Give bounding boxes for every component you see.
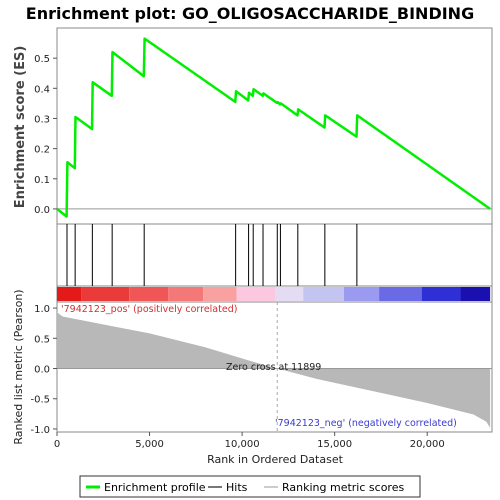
metric-layer xyxy=(57,302,492,432)
es-y-tick-label: 0.3 xyxy=(34,114,50,125)
es-layer xyxy=(56,37,492,218)
colorbar-segment xyxy=(343,287,380,301)
colorbar-segment xyxy=(203,287,237,301)
es-y-tick-label: 0.4 xyxy=(34,84,50,95)
colorbar-segment xyxy=(168,287,204,301)
colorbar-segment xyxy=(421,287,461,301)
metric-y-tick-label: -1.0 xyxy=(30,425,50,436)
metric-y-tick-label: 0.5 xyxy=(34,334,50,345)
colorbar-segment xyxy=(379,287,422,301)
colorbar-segment xyxy=(303,287,344,301)
hits-panel xyxy=(56,223,493,287)
chart-title: Enrichment plot: GO_OLIGOSACCHARIDE_BIND… xyxy=(26,4,474,23)
es-panel xyxy=(56,27,493,225)
colorbar-segment xyxy=(81,287,130,301)
x-tick-label: 15,000 xyxy=(317,439,352,450)
metric-y-tick-label: 1.0 xyxy=(34,304,50,315)
legend-box xyxy=(79,475,421,498)
x-tick-label: 10,000 xyxy=(225,439,260,450)
legend-profile-label: Enrichment profile xyxy=(104,481,206,494)
es-y-tick-label: 0.5 xyxy=(34,54,50,65)
metric-y-tick-label: 0.0 xyxy=(34,365,50,376)
x-tick-label: 0 xyxy=(54,439,60,450)
es-y-tick-label: 0.0 xyxy=(34,205,50,216)
zero-cross-label: Zero cross at 11899 xyxy=(226,362,321,373)
hits-layer xyxy=(66,224,358,286)
metric-y-axis-label: Ranked list metric (Pearson) xyxy=(12,289,25,444)
colorbar-segment xyxy=(129,287,169,301)
axes-layer: 0.0 0.1 0.2 0.3 0.4 0.5 1.0 0.5 0.0 -0.5 -1.0 0 5,00… xyxy=(30,54,444,450)
colorbar-segment xyxy=(275,287,304,301)
enrichment-profile-line xyxy=(56,37,491,218)
legend: Enrichment profile Hits Ranking metric s… xyxy=(79,475,421,498)
colorbar-segment xyxy=(57,287,82,301)
legend-metric-label: Ranking metric scores xyxy=(282,481,404,494)
x-tick-label: 5,000 xyxy=(135,439,164,450)
negative-correlation-label: '7942123_neg' (negatively correlated) xyxy=(275,418,457,429)
es-y-tick-label: 0.1 xyxy=(34,175,50,186)
es-y-axis-label: Enrichment score (ES) xyxy=(13,46,28,209)
legend-hits-label: Hits xyxy=(226,481,248,494)
positive-correlation-label: '7942123_pos' (positively correlated) xyxy=(61,304,237,315)
metric-y-tick-label: -0.5 xyxy=(30,395,50,406)
colorbar-segment xyxy=(460,287,491,301)
es-y-tick-label: 0.2 xyxy=(34,145,50,156)
colorbar-layer xyxy=(57,287,491,301)
x-axis-label: Rank in Ordered Dataset xyxy=(207,453,344,466)
x-tick-label: 20,000 xyxy=(410,439,445,450)
colorbar-segment xyxy=(236,287,276,301)
ranking-metric-area xyxy=(57,312,491,428)
